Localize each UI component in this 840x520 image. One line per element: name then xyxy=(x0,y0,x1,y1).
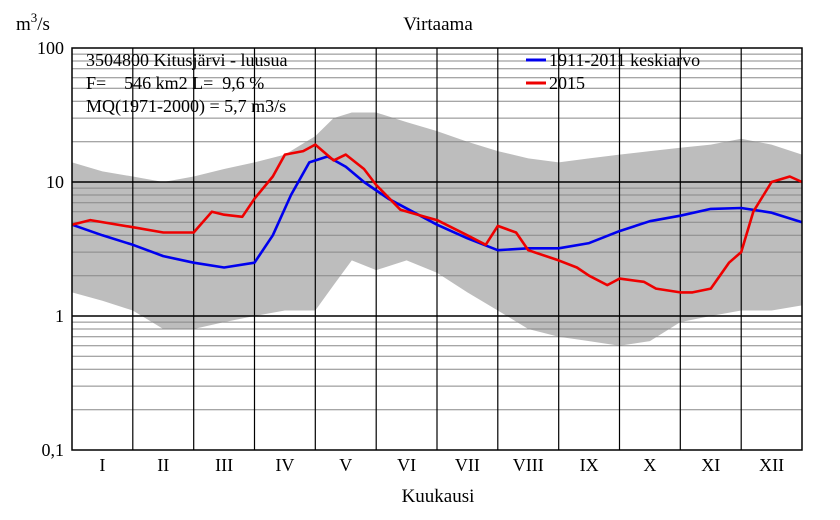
y-tick-labels: 100 10 1 0,1 xyxy=(37,38,64,460)
x-tick-label: IX xyxy=(580,455,599,475)
x-tick-label: VIII xyxy=(513,455,544,475)
y-tick-label: 10 xyxy=(46,172,64,192)
series-layer xyxy=(71,143,803,294)
chart-title: Virtaama xyxy=(403,14,473,35)
x-tick-labels: I II III IV V VI VII VIII IX X XI XII xyxy=(99,455,784,475)
legend: 1911-2011 keskiarvo 2015 xyxy=(526,50,700,93)
x-tick-label: I xyxy=(99,455,105,475)
legend-label-2015: 2015 xyxy=(549,73,585,93)
x-tick-label: VI xyxy=(397,455,416,475)
x-tick-label: V xyxy=(339,455,352,475)
series-line-2015 xyxy=(71,143,803,294)
info-line-station: 3504800 Kitusjärvi - luusua xyxy=(86,50,287,70)
x-tick-label: VII xyxy=(455,455,480,475)
plot-area xyxy=(71,47,803,451)
x-tick-label: II xyxy=(157,455,169,475)
x-tick-label: XI xyxy=(701,455,720,475)
legend-label-mean: 1911-2011 keskiarvo xyxy=(549,50,700,70)
grid-layer xyxy=(72,48,802,450)
y-tick-label: 100 xyxy=(37,38,64,58)
y-axis-label: m3/s xyxy=(16,10,50,35)
info-line-mq: MQ(1971-2000) = 5,7 m3/s xyxy=(86,96,286,117)
y-tick-label: 1 xyxy=(55,306,64,326)
x-tick-label: III xyxy=(215,455,233,475)
series-line-mean xyxy=(71,155,803,269)
y-tick-label: 0,1 xyxy=(42,440,65,460)
info-box: 3504800 Kitusjärvi - luusua F= 546 km2 L… xyxy=(86,50,287,117)
x-axis-label: Kuukausi xyxy=(402,486,475,507)
x-tick-label: IV xyxy=(275,455,294,475)
x-tick-label: XII xyxy=(759,455,784,475)
plot-frame xyxy=(71,47,803,451)
info-line-area: F= 546 km2 L= 9,6 % xyxy=(86,73,264,93)
x-tick-label: X xyxy=(643,455,656,475)
